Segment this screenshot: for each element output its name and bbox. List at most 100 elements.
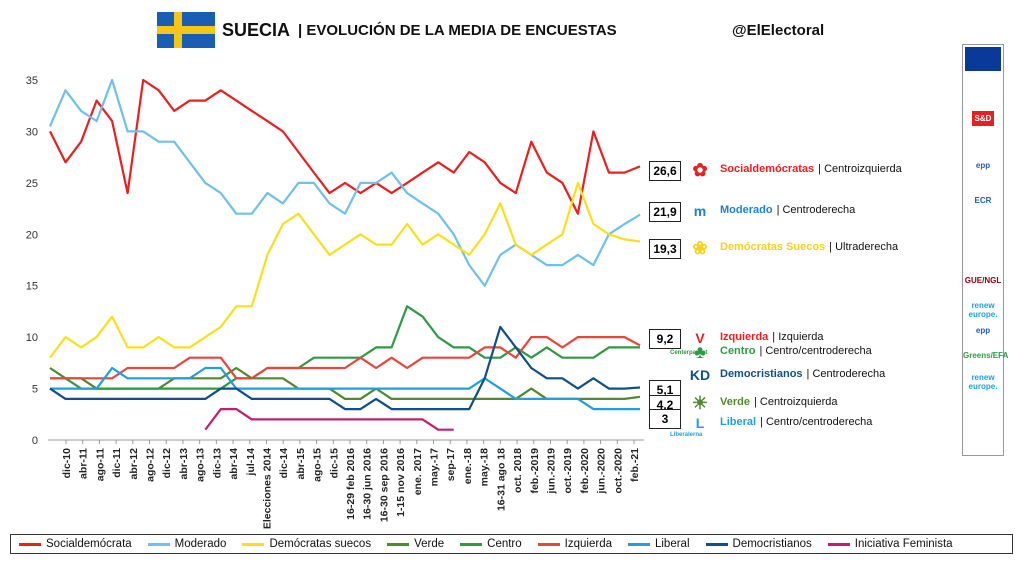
party-name: Demócratas Suecos <box>720 241 826 253</box>
chart-subtitle: | EVOLUCIÓN DE LA MEDIA DE ENCUESTAS <box>298 22 617 39</box>
legend-label: Democristianos <box>732 538 812 550</box>
series-line-verde <box>49 366 641 400</box>
legend-item: Democristianos <box>705 538 812 550</box>
series-line-democratas_suecos <box>49 181 641 359</box>
party-label-row: Liberal | Centro/centroderecha <box>720 416 872 428</box>
x-tick-label: dic-10 <box>61 448 73 479</box>
x-tick-label: abr-14 <box>228 448 240 480</box>
series-line-centro <box>50 305 640 390</box>
eu-groups-panel: S&D epp ECR GUE/NGL renew europe. epp Greens/E… <box>962 44 1008 456</box>
eu-group-logo: renew europe. <box>968 301 998 319</box>
party-name: Socialdemócratas <box>720 163 815 175</box>
eu-group-logo: S&D <box>972 111 994 126</box>
x-tick-label: oct. 2018 <box>512 448 524 493</box>
x-tick-label: 16-31 ago 18 <box>495 448 507 511</box>
legend-label: Verde <box>414 538 445 550</box>
y-tick-label: 0 <box>32 435 38 447</box>
party-bloc: | Centroderecha <box>806 368 886 380</box>
value-box: 19,3 <box>649 239 681 259</box>
legend-swatch <box>242 542 265 546</box>
y-tick-label: 10 <box>26 332 38 344</box>
x-tick-label: jul-14 <box>245 448 257 477</box>
party-name: Verde <box>720 396 750 408</box>
x-tick-label: 16-30 jun 2016 <box>362 448 374 520</box>
eu-group-logo: GUE/NGL <box>964 276 1002 285</box>
sun-icon: ☀ <box>691 392 709 413</box>
y-tick-label: 5 <box>32 384 38 396</box>
x-tick-label: feb.-21 <box>629 448 641 482</box>
y-tick-label: 35 <box>26 75 38 87</box>
party-bloc: | Centroderecha <box>776 204 856 216</box>
x-tick-label: ago-12 <box>145 448 157 482</box>
flower-icon: ❀ <box>692 237 708 258</box>
header: SUECIA | EVOLUCIÓN DE LA MEDIA DE ENCUES… <box>0 0 1024 60</box>
legend-item: Liberal <box>627 538 690 550</box>
legend-label: Liberal <box>654 538 690 550</box>
value-box: 26,6 <box>649 161 681 181</box>
x-tick-label: 16-29 feb 2016 <box>345 448 357 520</box>
legend-label: Socialdemócrata <box>46 538 132 550</box>
x-tick-label: dic-13 <box>211 448 223 479</box>
x-tick-label: dic-11 <box>111 448 123 478</box>
poll-line-chart: 0 5 10 15 20 25 30 35 dic-10 abr-11 ago-11 dic-11 ab… <box>26 75 644 529</box>
legend-swatch <box>827 542 850 546</box>
x-tick-label: ago-13 <box>195 448 207 482</box>
legend-swatch <box>147 542 170 546</box>
party-label-row: Verde | Centroizquierda <box>720 396 838 408</box>
party-bloc: | Centro/centroderecha <box>760 416 873 428</box>
x-tick-label: feb.-2020 <box>579 448 591 494</box>
party-label-row: Centro | Centro/centroderecha <box>720 345 872 357</box>
legend-swatch <box>460 542 483 546</box>
x-tick-label: 1-15 nov 2016 <box>395 448 407 517</box>
y-tick-label: 20 <box>26 229 38 241</box>
party-label-row: Democristianos | Centroderecha <box>720 368 885 380</box>
party-bloc: | Izquierda <box>772 331 824 343</box>
legend-item: Moderado <box>147 538 227 550</box>
series-line-socialdemocrata <box>49 78 641 215</box>
legend-item: Demócratas suecos <box>242 538 371 550</box>
legend-label: Moderado <box>174 538 227 550</box>
legend-item: Socialdemócrata <box>19 538 132 550</box>
x-tick-label: abr-11 <box>78 448 90 479</box>
party-label-row: Izquierda | Izquierda <box>720 331 823 343</box>
party-label-row: Socialdemócratas | Centroizquierda <box>720 163 902 175</box>
sweden-flag-icon <box>157 12 215 48</box>
series-line-liberal <box>50 366 640 411</box>
x-tick-label: ago-15 <box>312 448 324 482</box>
l-logo-icon: L <box>695 415 705 431</box>
party-name: Democristianos <box>720 368 803 380</box>
x-tick-label: may.-17 <box>429 448 441 486</box>
x-tick-label: abr-15 <box>295 448 307 480</box>
country-title: SUECIA <box>222 20 291 40</box>
x-tick-label: jun.-2020 <box>596 448 608 495</box>
chart-legend: Socialdemócrata Moderado Demócratas suecos… <box>10 534 1013 554</box>
x-tick-label: oct.-2020 <box>612 448 624 494</box>
party-bloc: | Centroizquierda <box>818 163 902 175</box>
legend-swatch <box>19 542 41 546</box>
legend-item: Verde <box>387 538 444 550</box>
eu-group-logo: ECR <box>974 196 992 205</box>
x-tick-label: feb.-2019 <box>529 448 541 494</box>
party-logo-text: Centerpartiet <box>670 350 708 356</box>
legend-item: Centro <box>460 538 522 550</box>
party-name: Moderado <box>720 204 773 216</box>
clover-icon: ♣ <box>694 341 706 362</box>
legend-swatch <box>387 542 410 546</box>
legend-label: Izquierda <box>564 538 612 550</box>
value-box: 21,9 <box>649 202 681 222</box>
series-line-iniciativa_feminista <box>204 408 454 431</box>
party-label-row: Demócratas Suecos | Ultraderecha <box>720 241 898 253</box>
eu-flag-icon <box>965 47 1001 71</box>
value-box: 9,2 <box>649 329 681 349</box>
eu-group-logo: renew europe. <box>968 373 998 391</box>
y-tick-label: 25 <box>26 178 38 190</box>
kd-logo-icon: KD <box>689 367 711 383</box>
legend-label: Iniciativa Feminista <box>854 538 953 550</box>
m-logo-icon: m <box>693 203 707 219</box>
source-handle: @ElElectoral <box>732 22 825 39</box>
legend-item: Iniciativa Feminista <box>827 538 953 550</box>
y-tick-label: 30 <box>26 126 38 138</box>
x-tick-label: Elecciones 2014 <box>261 448 273 529</box>
series-line-democristianos <box>49 325 641 411</box>
x-tick-label: dic-12 <box>161 448 173 479</box>
